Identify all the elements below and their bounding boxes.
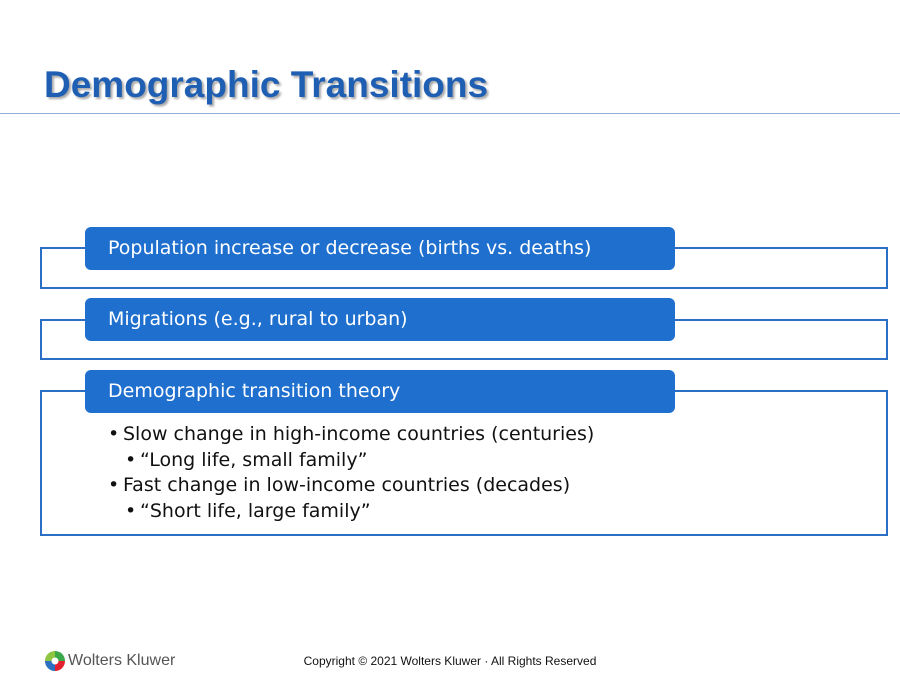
- title-divider: [0, 113, 900, 114]
- copyright-notice: Copyright © 2021 Wolters Kluwer · All Ri…: [303, 654, 597, 668]
- bullet-text: Slow change in high-income countries (ce…: [123, 423, 595, 445]
- logo-text: Wolters Kluwer: [68, 652, 176, 669]
- box-header-migrations: Migrations (e.g., rural to urban): [85, 298, 675, 341]
- box-header-population: Population increase or decrease (births …: [85, 227, 675, 270]
- sub-bullet-item: • “Long life, small family”: [108, 448, 594, 474]
- bullet-text: “Short life, large family”: [140, 499, 371, 522]
- bullet-text: Fast change in low-income countries (dec…: [123, 474, 571, 496]
- transition-theory-bullets: • Slow change in high-income countries (c…: [108, 422, 594, 524]
- bullet-dot-icon: •: [108, 474, 120, 496]
- bullet-dot-icon: •: [125, 499, 137, 522]
- bullet-item: • Slow change in high-income countries (c…: [108, 422, 594, 448]
- box-header-transition-theory: Demographic transition theory: [85, 370, 675, 413]
- sub-bullet-item: • “Short life, large family”: [108, 499, 594, 525]
- bullet-text: “Long life, small family”: [140, 448, 368, 471]
- wolters-kluwer-logo: Wolters Kluwer: [44, 650, 175, 672]
- bullet-item: • Fast change in low-income countries (de…: [108, 473, 594, 499]
- bullet-dot-icon: •: [125, 448, 137, 471]
- wolters-kluwer-logo-icon: [45, 651, 65, 671]
- slide-title: Demographic Transitions: [44, 64, 489, 105]
- box-frame-transition-theory: [40, 390, 888, 536]
- bullet-dot-icon: •: [108, 423, 120, 445]
